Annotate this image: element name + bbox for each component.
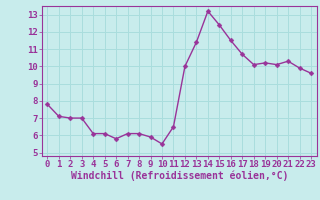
X-axis label: Windchill (Refroidissement éolien,°C): Windchill (Refroidissement éolien,°C) bbox=[70, 171, 288, 181]
